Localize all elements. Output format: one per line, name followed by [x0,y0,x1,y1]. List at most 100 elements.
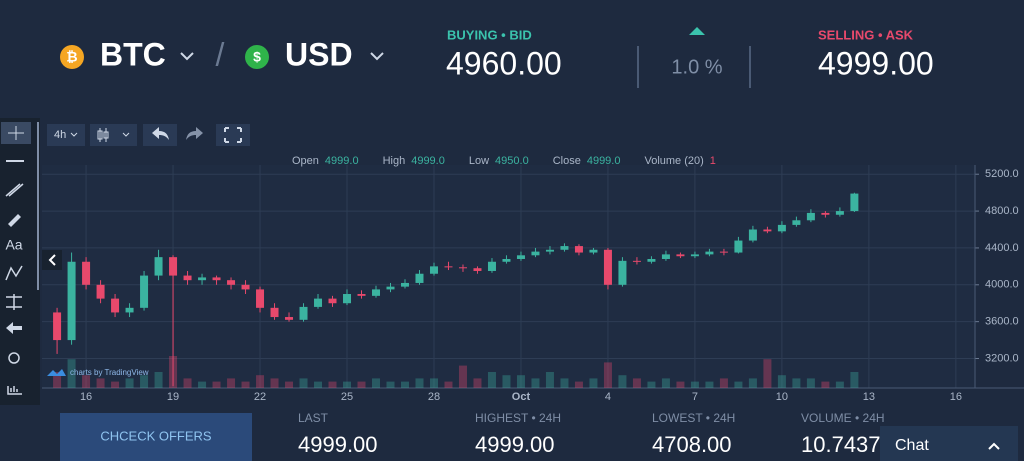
candle-body [763,229,772,232]
y-tick-label: 5200.0 [985,168,1019,180]
quote-dropdown[interactable] [370,52,384,61]
x-tick-label: Oct [512,391,531,403]
candle-body [473,268,482,271]
volume-bar [835,381,844,388]
base-dropdown[interactable] [180,52,194,61]
volume-bar [821,381,830,388]
volume-bar [560,378,569,388]
volume-bar [415,378,424,388]
chart-type-button[interactable] [90,124,137,146]
legend-label: High [383,155,406,167]
candle-body [314,298,323,307]
candle-body [560,246,569,250]
crosshair-icon [8,126,24,140]
fullscreen-button[interactable] [216,124,250,146]
chart-type-caret [122,132,130,137]
candle-body [67,261,76,341]
measure-tool[interactable] [6,294,22,310]
volume-bar [690,381,699,388]
change-percent: 1.0 % [671,56,722,78]
volume-bar [270,378,279,388]
chat-caret[interactable] [988,442,1000,450]
candle-body [140,275,149,308]
pair-separator: / [216,36,225,72]
candle-body [400,282,409,287]
candle-body [285,317,294,320]
candle-body [53,312,62,341]
candle-body [154,257,163,276]
volume-bar [314,381,323,388]
brush-tool[interactable] [8,214,21,227]
candle-body [227,280,236,285]
fib-tool[interactable] [5,183,24,197]
candle-body [386,286,395,290]
chat-label[interactable]: Chat [895,437,929,454]
interval-button[interactable] [47,124,85,146]
candle-body [82,261,91,285]
candle-body [632,260,641,262]
candle-body [676,254,685,257]
volume-bar [328,381,337,388]
volume-bar [198,381,207,388]
x-tick-label: 16 [950,391,962,403]
high-value: 4999.00 [475,432,555,457]
pattern-tool[interactable] [5,265,23,281]
volume-bar [545,372,554,388]
volume-bar [473,378,482,388]
candle-body [516,255,525,259]
chat-box[interactable] [880,426,1018,461]
ruler-tool[interactable] [7,386,22,395]
volume-bar [82,375,91,388]
legend-label: Volume (20) [644,155,703,167]
volume-bar [154,372,163,388]
candle-body [835,211,844,215]
redo-button[interactable] [186,127,203,140]
volume-bar [603,362,612,388]
candle-body [502,258,511,262]
collapse-button[interactable] [42,250,62,270]
candle-body [96,284,105,299]
volume-bar [647,381,656,388]
candle-body [241,284,250,290]
legend-label: Close [553,155,581,167]
volume-bar [516,375,525,388]
check-offers-button[interactable] [60,413,252,461]
back-tool[interactable] [6,322,22,334]
volume-bar [806,378,815,388]
zoom-tool[interactable] [8,352,20,364]
volume-bar [140,375,149,388]
interval-label[interactable]: 4h [54,129,66,141]
candle-body [719,251,728,253]
volume-bar [256,375,265,388]
volume-bar [67,359,76,388]
volume-bar [850,372,859,388]
legend-value: 4999.0 [587,155,621,167]
y-tick-label: 3200.0 [985,352,1019,364]
x-tick-label: 28 [428,391,440,403]
candle-body [792,220,801,225]
candle-body [603,249,612,285]
chart: Open 4999.0 High 4999.0 Low 4950.0 Close 4999.0… [42,155,1024,403]
last-value: 4999.00 [298,432,378,457]
bid-label: BUYING • BID [447,27,532,42]
x-tick-label: 19 [167,391,179,403]
candle-body [256,289,265,308]
check-offers-label[interactable]: CHCECK OFFERS [100,428,212,443]
candle-body [777,224,786,232]
text-tool[interactable]: Aa [5,237,22,253]
high-label: HIGHEST • 24H [475,411,561,425]
quote-currency[interactable]: USD [285,36,353,72]
volume-bar [53,372,62,388]
base-currency[interactable]: BTC [100,36,166,72]
volume-bar [285,381,294,388]
candle-body [806,212,815,221]
candle-body [705,251,714,255]
low-value: 4708.00 [652,432,732,457]
volume-bar [748,378,757,388]
candle-body [574,246,583,253]
y-tick-label: 4800.0 [985,205,1019,217]
volume-bar [502,375,511,388]
volume-bar [111,381,120,388]
